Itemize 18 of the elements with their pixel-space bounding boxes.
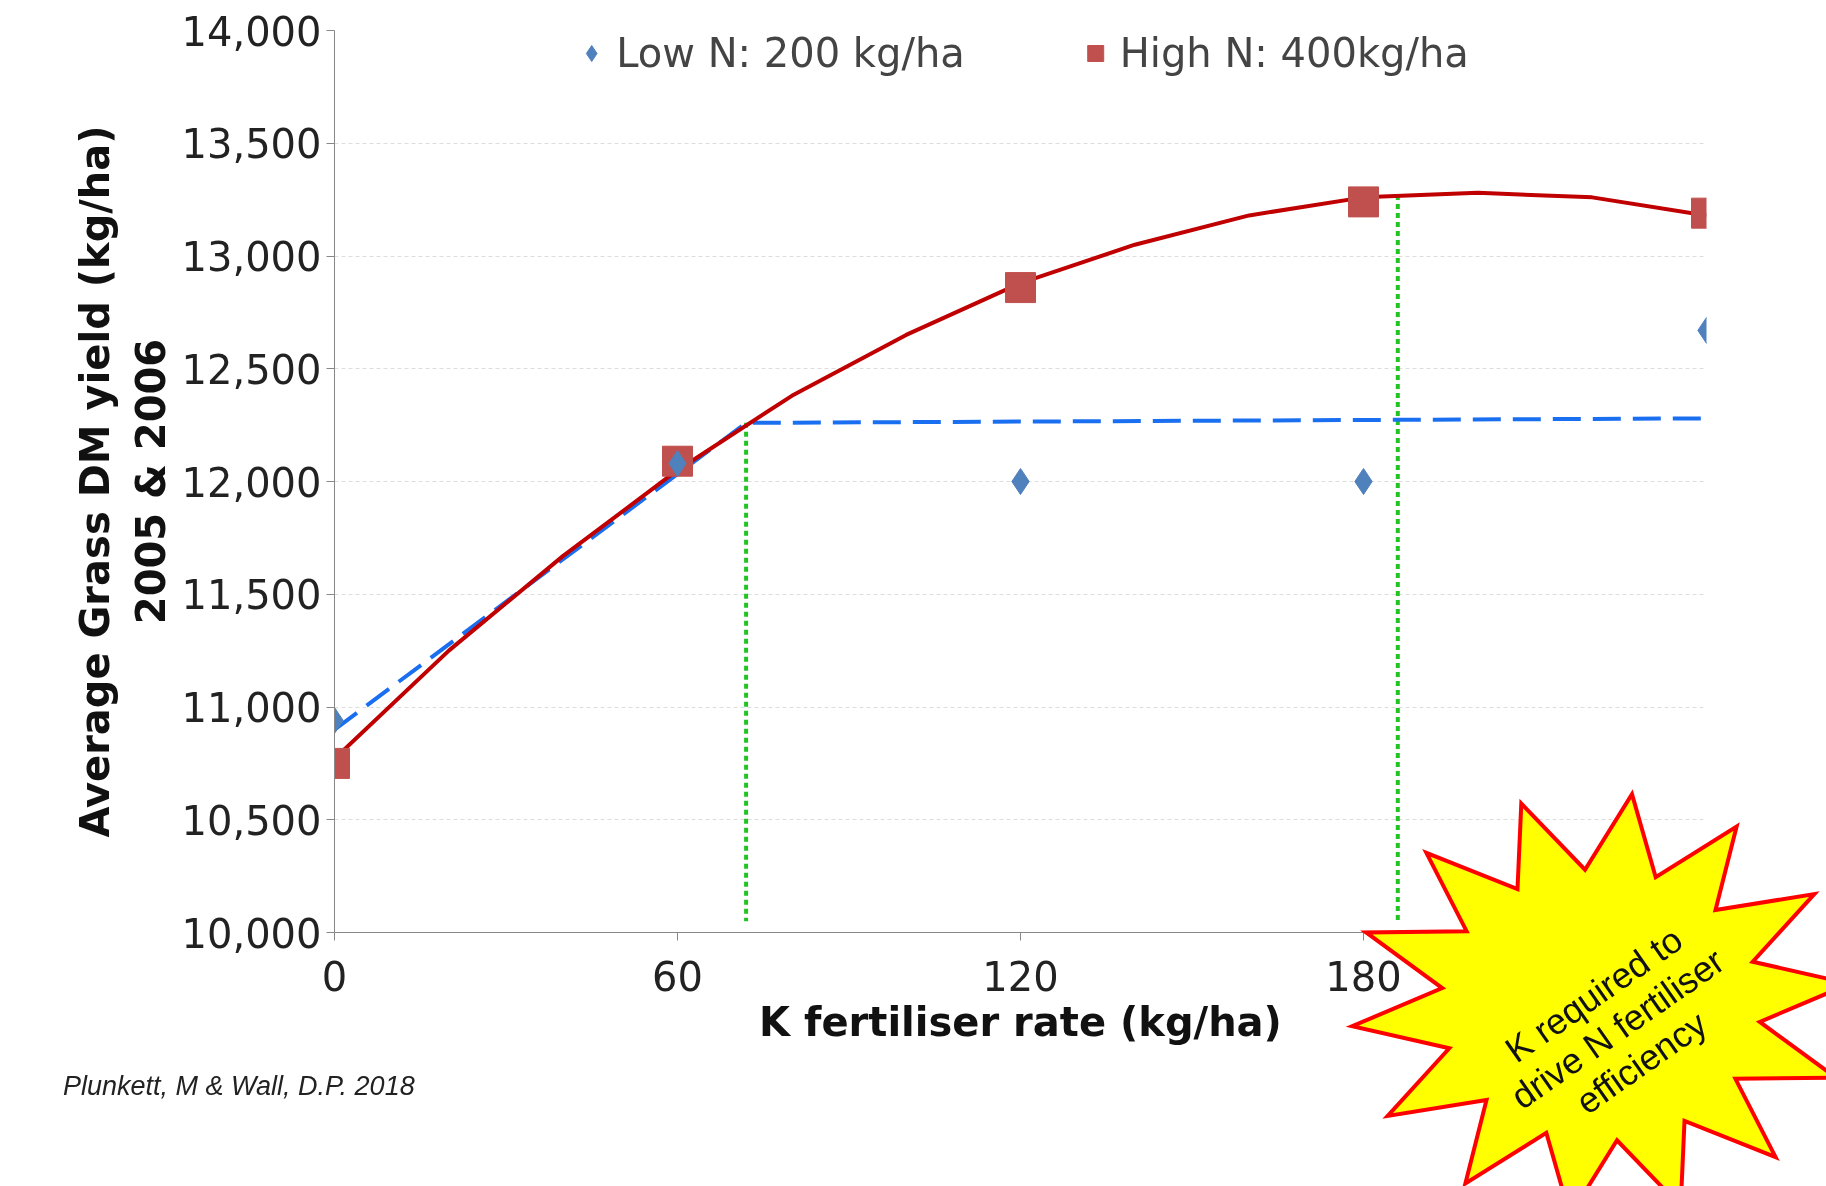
x-tick-label: 60	[652, 953, 703, 1000]
y-tick-label: 12,000	[181, 459, 322, 506]
y-tick-label: 11,000	[181, 685, 322, 731]
y-axis-title: Average Grass DM yield (kg/ha) 2005 & 2006	[72, 125, 174, 838]
x-tick-label: 0	[321, 953, 348, 1000]
x-tick-label: 120	[982, 953, 1059, 1000]
text: Plunkett, M & Wall, D.P. 2018	[63, 1071, 415, 1101]
x-tick-label: 180	[1325, 953, 1402, 1000]
x-axis-title: K fertiliser rate (kg/ha)	[759, 998, 1282, 1045]
y-tick-label: 12,500	[181, 346, 322, 393]
y-tick-label: 13,500	[181, 121, 322, 168]
y-tick-label: 10,000	[181, 910, 322, 957]
y-tick-label: 13,000	[181, 234, 322, 280]
y-tick-label: 10,500	[181, 797, 322, 844]
legend-label: High N: 400kg/ha	[1119, 30, 1469, 76]
y-tick-label: 14,000	[181, 8, 322, 55]
legend-label: Low N: 200 kg/ha	[616, 30, 965, 76]
y-tick-label: 11,500	[181, 572, 322, 619]
